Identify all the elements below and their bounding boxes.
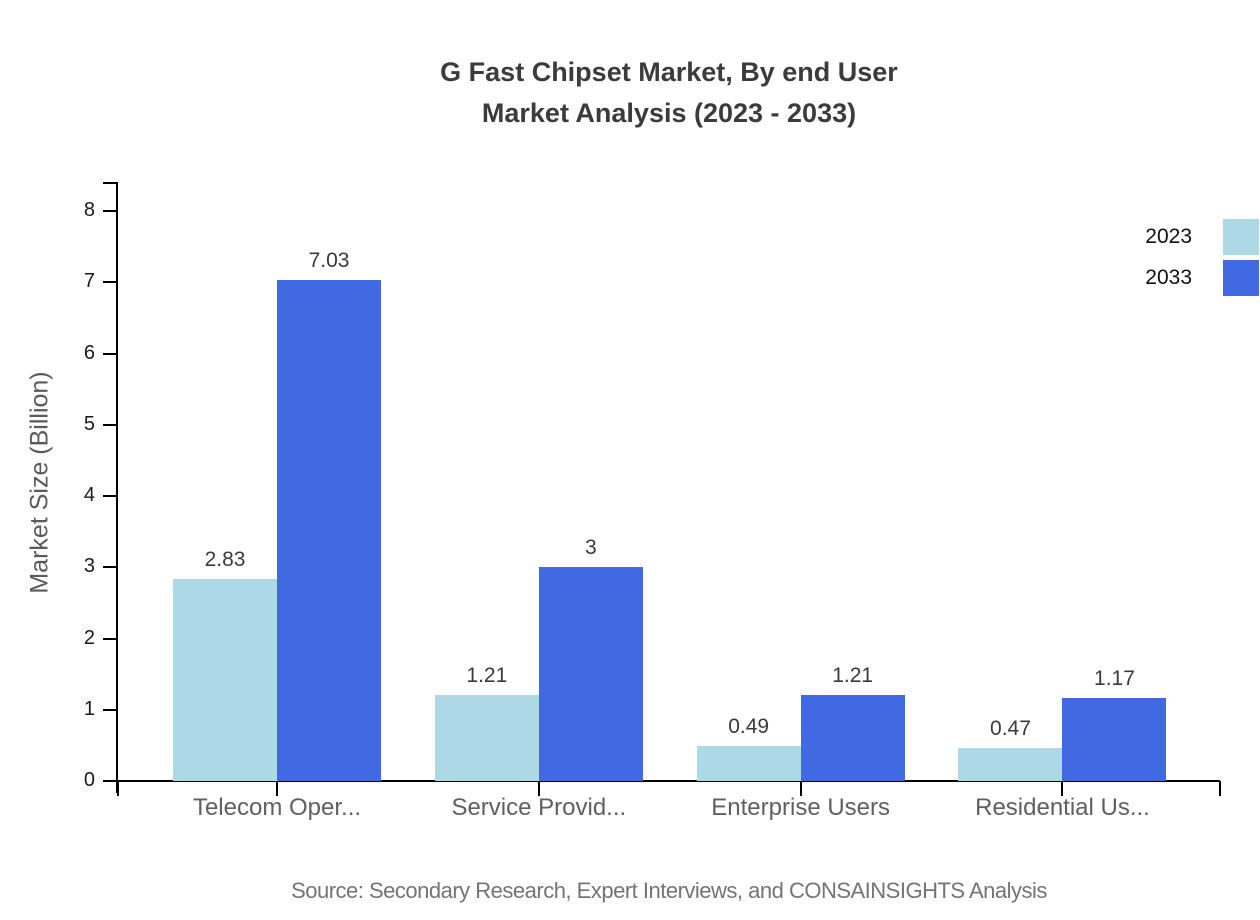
y-tick-0 (103, 780, 118, 782)
value-label-2033-residential-us: 1.17 (1094, 666, 1135, 690)
bar-2033-service-provid[interactable] (538, 567, 643, 781)
bar-2023-residential-us[interactable] (958, 747, 1063, 781)
y-tick-label-2: 2 (83, 626, 95, 649)
chart-title-line1: G Fast Chipset Market, By end User (440, 57, 898, 87)
y-tick-label-7: 7 (83, 270, 95, 293)
legend-label-2033[interactable]: 2033 (1145, 266, 1192, 289)
y-tick-label-1: 1 (83, 697, 95, 720)
x-category-label-residential-us: Residential Us... (975, 794, 1150, 821)
value-label-2023-enterprise-users: 0.49 (728, 715, 770, 739)
x-tick-1 (276, 781, 278, 796)
x-tick-2 (537, 781, 540, 796)
y-tick-4 (103, 495, 118, 497)
y-tick-5 (103, 423, 118, 426)
x-tick-4 (1061, 781, 1064, 796)
legend-swatch-2023[interactable] (1223, 219, 1259, 255)
bar-2023-enterprise-users[interactable] (696, 746, 801, 781)
value-label-2033-enterprise-users: 1.21 (832, 663, 874, 687)
value-label-2023-residential-us: 0.47 (990, 716, 1031, 740)
y-tick-label-4: 4 (83, 484, 95, 506)
legend-swatch-2033[interactable] (1223, 260, 1259, 296)
chart-title-line2: Market Analysis (2023 - 2033) (481, 98, 857, 128)
x-tick-5 (1219, 781, 1221, 796)
y-tick-label-8: 8 (83, 199, 95, 221)
x-category-label-telecom-oper: Telecom Oper... (192, 794, 362, 821)
y-tick-2 (103, 637, 118, 640)
value-label-2023-service-provid: 1.21 (466, 663, 508, 687)
y-tick-6 (103, 352, 118, 355)
y-tick-label-6: 6 (83, 341, 95, 364)
source-note: Source: Secondary Research, Expert Inter… (291, 878, 1047, 903)
x-tick-0 (117, 781, 119, 796)
y-tick-7 (103, 281, 118, 284)
value-label-2033-service-provid: 3 (584, 536, 597, 560)
x-category-label-enterprise-users: Enterprise Users (711, 794, 891, 821)
y-axis-line (116, 182, 118, 793)
bar-2033-telecom-oper[interactable] (277, 280, 381, 781)
value-label-2023-telecom-oper: 2.83 (204, 548, 246, 572)
y-tick-8 (103, 210, 118, 212)
y-tick-label-3: 3 (83, 555, 95, 578)
x-category-label-service-provid: Service Provid... (451, 794, 627, 821)
y-tick-1 (103, 708, 118, 711)
x-axis-line (116, 780, 1220, 782)
bar-2023-service-provid[interactable] (434, 694, 539, 781)
y-tick-3 (103, 566, 118, 569)
x-tick-3 (799, 781, 802, 796)
value-label-2033-telecom-oper: 7.03 (308, 249, 350, 273)
bar-2033-enterprise-users[interactable] (800, 694, 905, 781)
y-axis-title: Market Size (Billion) (25, 371, 54, 594)
bar-2023-telecom-oper[interactable] (173, 579, 277, 781)
y-tick-label-5: 5 (83, 412, 95, 435)
y-tick-label-0: 0 (83, 769, 95, 791)
y-axis-top-cap-tick (103, 182, 118, 184)
legend-label-2023[interactable]: 2023 (1145, 225, 1192, 248)
chart-title: G Fast Chipset Market, By end User Marke… (118, 52, 1220, 134)
bar-2033-residential-us[interactable] (1062, 697, 1167, 781)
